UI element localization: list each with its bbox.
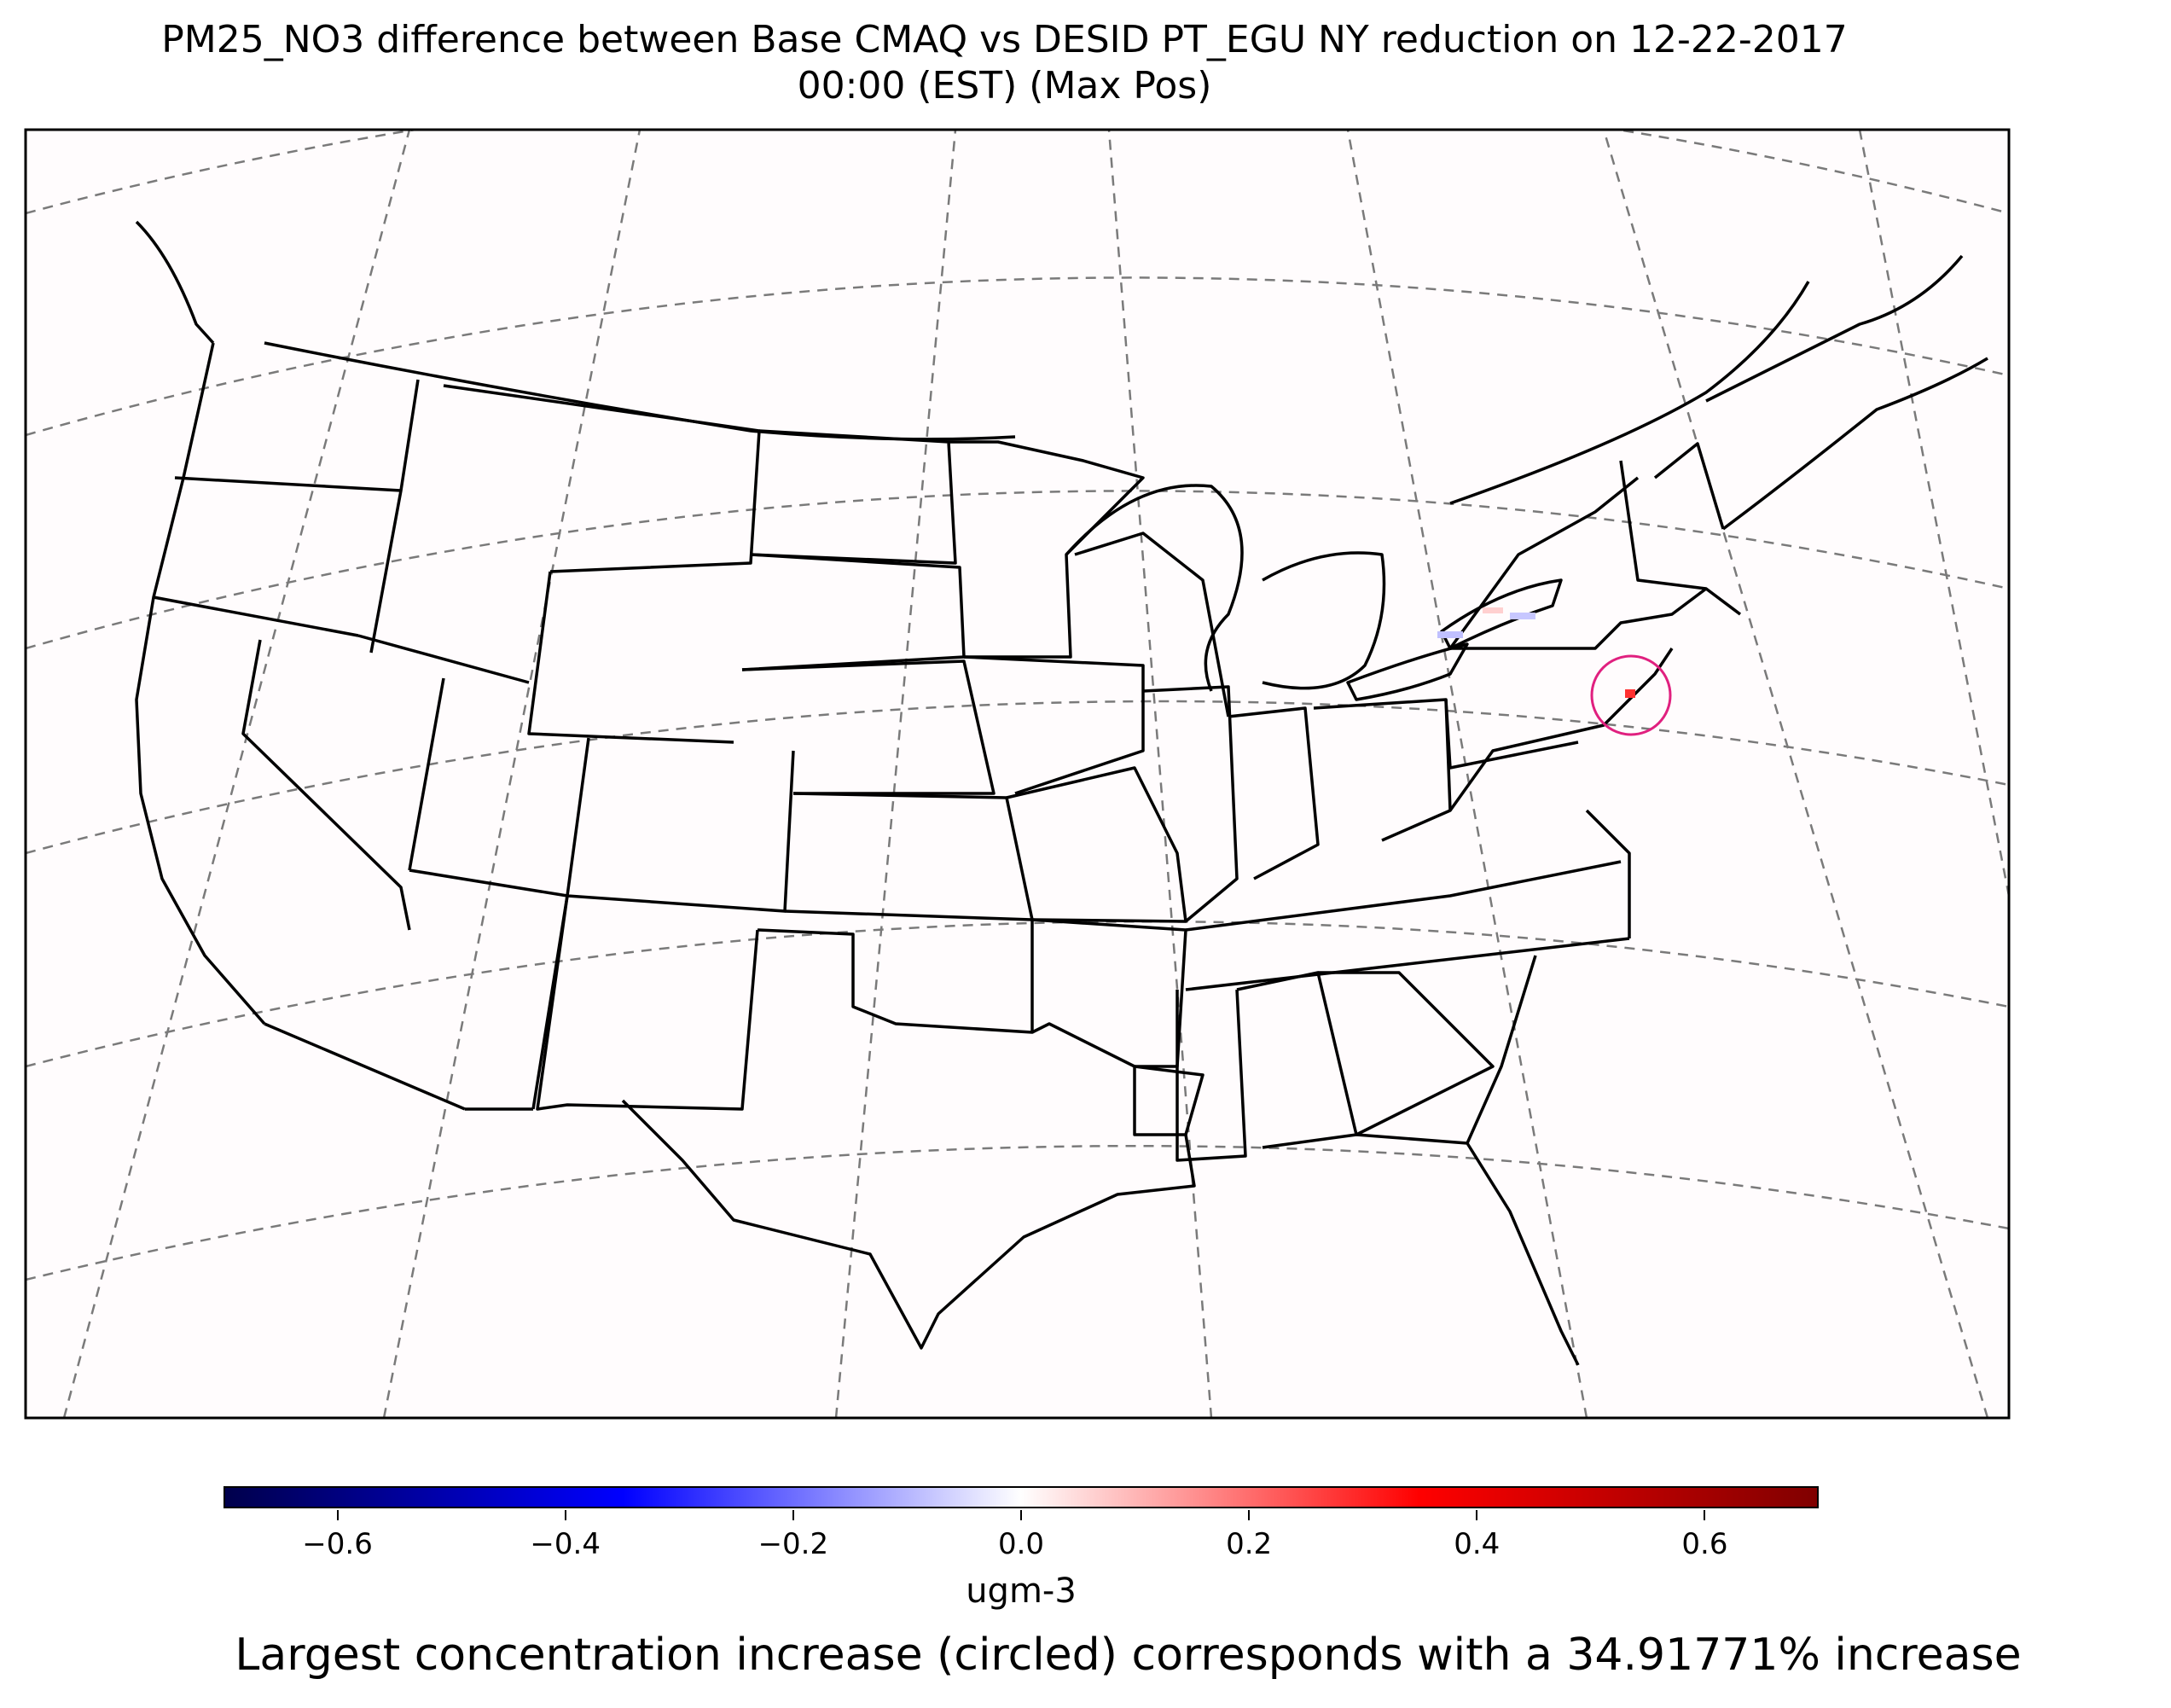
colorbar-tick	[564, 1510, 566, 1520]
colorbar	[223, 1486, 1819, 1512]
state-boundaries	[135, 220, 1988, 1366]
colorbar-tick	[1248, 1510, 1251, 1520]
title-line-2: 00:00 (EST) (Max Pos)	[797, 64, 1212, 107]
chart-title: PM25_NO3 difference between Base CMAQ vs…	[0, 17, 2009, 109]
colorbar-tick-label: 0.6	[1681, 1527, 1728, 1561]
difference-field	[1437, 607, 1635, 698]
title-line-1: PM25_NO3 difference between Base CMAQ vs…	[161, 18, 1848, 61]
colorbar-tick	[1476, 1510, 1478, 1520]
colorbar-tick	[1704, 1510, 1706, 1520]
colorbar-tick-label: 0.4	[1454, 1527, 1501, 1561]
colorbar-tick	[792, 1510, 794, 1520]
colorbar-tick-label: −0.6	[302, 1527, 373, 1561]
colorbar-tick-label: 0.0	[997, 1527, 1045, 1561]
colorbar-tick	[336, 1510, 339, 1520]
colorbar-units: ugm-3	[966, 1571, 1077, 1611]
colorbar-tick-label: −0.2	[758, 1527, 829, 1561]
map-background	[26, 130, 2009, 1418]
negative-patch-lake-ontario	[1510, 613, 1535, 619]
max-positive-cell	[1625, 689, 1635, 698]
graticule	[26, 130, 2009, 1418]
colorbar-tick-label: −0.4	[530, 1527, 601, 1561]
max-positive-circle	[1590, 654, 1672, 736]
footer-note: Largest concentration increase (circled)…	[235, 1630, 2022, 1681]
positive-patch-ny	[1483, 607, 1503, 613]
colorbar-tick-label: 0.2	[1226, 1527, 1273, 1561]
negative-patch-lake-erie	[1437, 631, 1463, 638]
colorbar-tick	[1020, 1510, 1022, 1520]
colorbar-gradient	[223, 1486, 1819, 1508]
map-frame	[24, 128, 2011, 1420]
